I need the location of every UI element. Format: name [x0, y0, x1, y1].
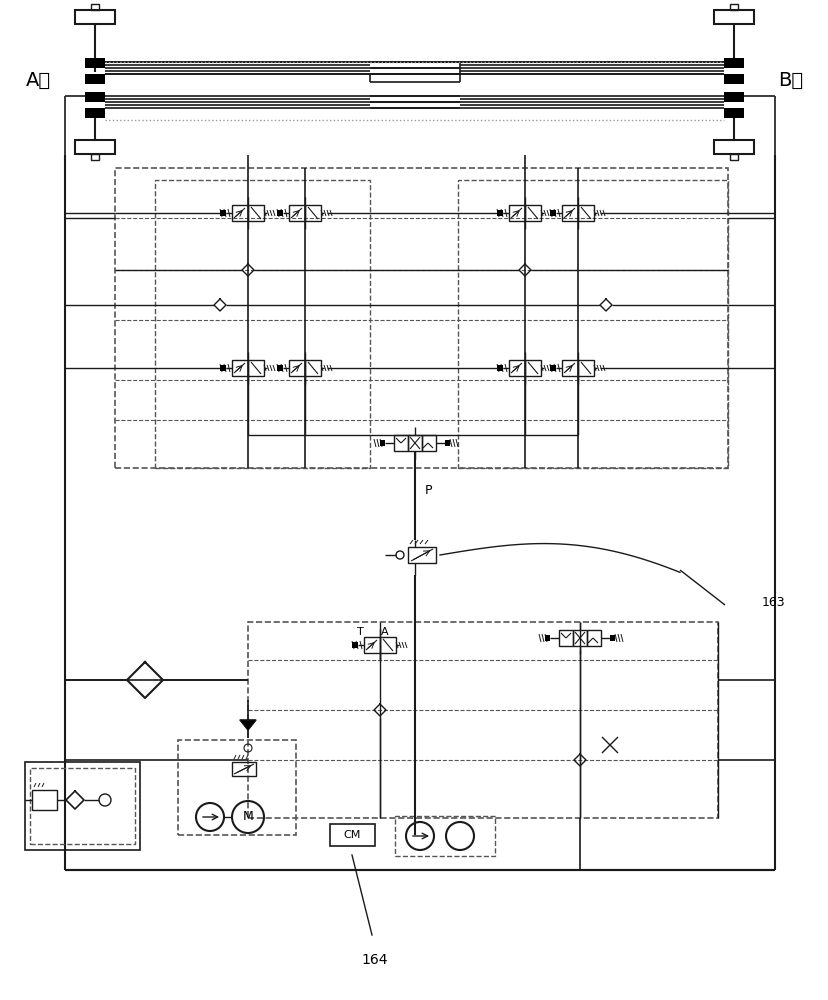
- Bar: [178, 740, 296, 835]
- Text: CM: CM: [343, 830, 360, 840]
- Bar: [497, 365, 503, 371]
- Bar: [248, 205, 263, 221]
- Bar: [394, 816, 494, 856]
- Bar: [609, 635, 614, 641]
- Bar: [549, 365, 556, 371]
- Bar: [558, 630, 572, 646]
- Bar: [379, 637, 396, 653]
- Bar: [577, 360, 594, 376]
- Text: M: M: [243, 810, 253, 823]
- Text: 164: 164: [361, 953, 388, 967]
- Bar: [75, 140, 115, 154]
- Bar: [561, 205, 577, 221]
- Bar: [586, 630, 600, 646]
- Bar: [305, 360, 320, 376]
- Bar: [457, 180, 727, 468]
- Bar: [497, 210, 503, 216]
- Bar: [91, 4, 99, 10]
- Bar: [723, 74, 743, 84]
- Bar: [407, 547, 436, 563]
- Bar: [352, 642, 358, 648]
- Bar: [393, 435, 407, 451]
- Text: B头: B头: [777, 71, 802, 90]
- Text: T: T: [356, 627, 363, 637]
- Bar: [219, 210, 226, 216]
- Text: A头: A头: [26, 71, 51, 90]
- Bar: [445, 440, 450, 446]
- Bar: [713, 10, 753, 24]
- Bar: [729, 4, 737, 10]
- Bar: [289, 205, 305, 221]
- Bar: [232, 762, 256, 776]
- Bar: [232, 205, 248, 221]
- Bar: [407, 435, 421, 451]
- Bar: [561, 360, 577, 376]
- Bar: [85, 92, 105, 102]
- Bar: [219, 365, 226, 371]
- Bar: [85, 74, 105, 84]
- Bar: [305, 205, 320, 221]
- Bar: [248, 360, 263, 376]
- Bar: [277, 365, 282, 371]
- Bar: [25, 762, 140, 850]
- Bar: [115, 168, 727, 468]
- Bar: [572, 630, 586, 646]
- Bar: [723, 108, 743, 118]
- Bar: [330, 824, 374, 846]
- Text: A: A: [381, 627, 388, 637]
- Bar: [289, 360, 305, 376]
- Bar: [421, 435, 436, 451]
- Polygon shape: [240, 720, 256, 730]
- Bar: [232, 360, 248, 376]
- Bar: [85, 58, 105, 68]
- Bar: [248, 622, 717, 818]
- Bar: [549, 210, 556, 216]
- Bar: [544, 635, 549, 641]
- Bar: [713, 140, 753, 154]
- Text: P: P: [425, 484, 432, 496]
- Bar: [32, 790, 57, 810]
- Bar: [508, 360, 524, 376]
- Bar: [577, 205, 594, 221]
- Bar: [508, 205, 524, 221]
- Bar: [524, 360, 541, 376]
- Text: 163: 163: [761, 595, 785, 608]
- Bar: [524, 205, 541, 221]
- Bar: [363, 637, 379, 653]
- Bar: [75, 10, 115, 24]
- Bar: [91, 154, 99, 160]
- Bar: [85, 108, 105, 118]
- Bar: [277, 210, 282, 216]
- Bar: [723, 92, 743, 102]
- Bar: [729, 154, 737, 160]
- Bar: [155, 180, 369, 468]
- Bar: [30, 768, 135, 844]
- Bar: [723, 58, 743, 68]
- Bar: [379, 440, 384, 446]
